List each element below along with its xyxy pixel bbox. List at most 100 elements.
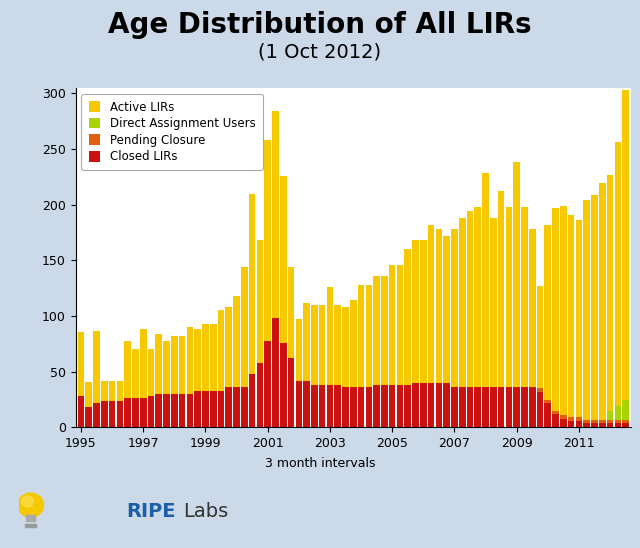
Bar — [614, 420, 621, 423]
Bar — [560, 419, 566, 427]
Bar — [584, 423, 590, 427]
Bar — [622, 90, 629, 399]
Bar — [101, 381, 108, 401]
Bar — [404, 385, 411, 427]
Bar — [614, 423, 621, 427]
Bar — [350, 300, 356, 387]
Bar — [397, 385, 403, 427]
Bar — [365, 285, 372, 387]
Bar — [116, 401, 123, 427]
Bar — [467, 212, 474, 387]
Bar — [358, 387, 364, 427]
Bar — [451, 387, 458, 427]
Bar — [428, 383, 435, 427]
Bar — [148, 396, 154, 427]
Bar — [202, 324, 209, 391]
Bar — [373, 276, 380, 385]
Bar — [303, 381, 310, 427]
Bar — [195, 329, 201, 391]
Bar — [552, 414, 559, 427]
Bar — [599, 184, 605, 420]
Bar — [132, 398, 139, 427]
Bar — [25, 524, 36, 527]
Bar — [241, 267, 248, 387]
Bar — [210, 324, 216, 391]
Bar — [622, 399, 629, 420]
Bar — [225, 387, 232, 427]
Bar — [537, 389, 543, 392]
Bar — [124, 398, 131, 427]
Bar — [537, 286, 543, 389]
Bar — [335, 305, 341, 385]
Bar — [444, 236, 450, 383]
Bar — [171, 394, 178, 427]
Bar — [195, 391, 201, 427]
Bar — [77, 332, 84, 396]
Bar — [288, 267, 294, 358]
Bar — [607, 175, 613, 411]
Bar — [412, 383, 419, 427]
Bar — [171, 336, 178, 394]
Bar — [545, 403, 551, 427]
Bar — [241, 387, 248, 427]
Text: (1 Oct 2012): (1 Oct 2012) — [259, 43, 381, 61]
Text: 3 month intervals: 3 month intervals — [265, 456, 375, 470]
Bar — [350, 387, 356, 427]
Bar — [202, 391, 209, 427]
Bar — [26, 515, 35, 522]
Bar — [459, 218, 465, 387]
Bar — [124, 340, 131, 398]
Bar — [521, 207, 528, 387]
Bar — [513, 162, 520, 387]
Bar — [93, 403, 100, 427]
Bar — [358, 285, 364, 387]
Bar — [132, 350, 139, 398]
Bar — [529, 387, 536, 427]
Bar — [568, 215, 575, 418]
Bar — [420, 383, 427, 427]
Bar — [210, 391, 216, 427]
Bar — [257, 240, 263, 363]
Bar — [545, 399, 551, 403]
Bar — [545, 225, 551, 399]
Bar — [187, 327, 193, 394]
Bar — [93, 330, 100, 403]
Bar — [319, 305, 326, 385]
Bar — [428, 225, 435, 383]
Bar — [483, 387, 489, 427]
Bar — [420, 240, 427, 383]
Bar — [412, 240, 419, 383]
Bar — [326, 287, 333, 385]
Text: RIPE: RIPE — [127, 501, 176, 521]
Bar — [264, 140, 271, 340]
Text: Age Distribution of All LIRs: Age Distribution of All LIRs — [108, 10, 532, 39]
Bar — [381, 385, 388, 427]
Bar — [86, 382, 92, 407]
Bar — [179, 394, 186, 427]
Bar — [607, 411, 613, 420]
Bar — [591, 195, 598, 420]
Bar — [599, 423, 605, 427]
Bar — [389, 385, 396, 427]
Bar — [474, 387, 481, 427]
Bar — [560, 415, 566, 419]
Bar — [342, 307, 349, 387]
Bar — [163, 340, 170, 394]
Bar — [225, 307, 232, 387]
Bar — [257, 363, 263, 427]
Bar — [436, 383, 442, 427]
Bar — [342, 387, 349, 427]
Bar — [264, 340, 271, 427]
Text: Labs: Labs — [183, 501, 228, 521]
Bar — [140, 329, 147, 398]
Bar — [101, 401, 108, 427]
Bar — [218, 311, 225, 391]
Bar — [591, 420, 598, 423]
Bar — [156, 334, 162, 394]
Bar — [490, 218, 497, 387]
Bar — [272, 111, 279, 318]
Bar — [280, 176, 287, 343]
Bar — [140, 398, 147, 427]
Bar — [607, 423, 613, 427]
Bar — [218, 391, 225, 427]
